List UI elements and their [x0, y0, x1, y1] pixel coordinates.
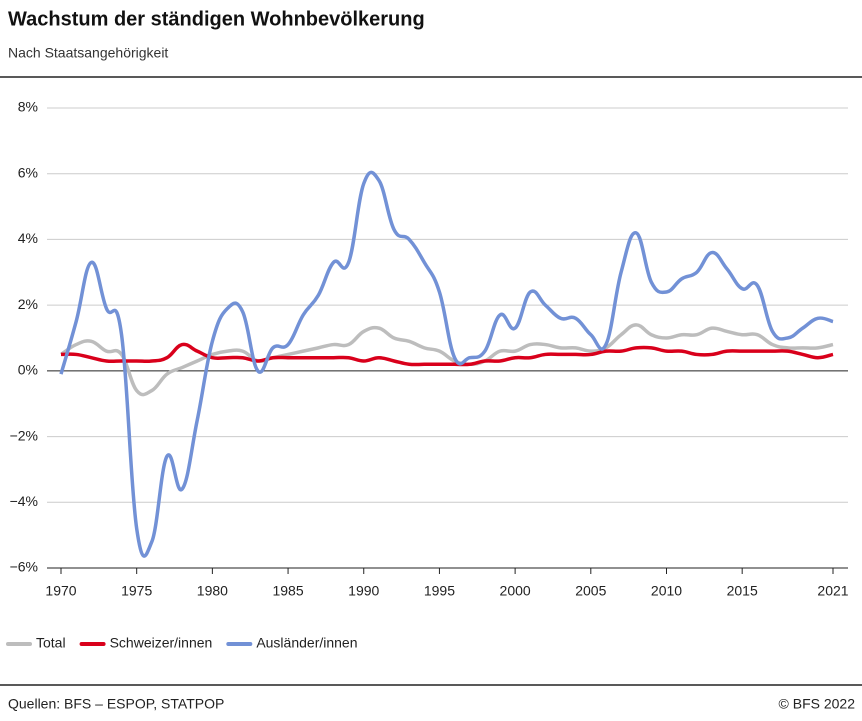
- credit: © BFS 2022: [779, 696, 856, 712]
- y-tick-label: 0%: [18, 362, 38, 378]
- x-tick-label: 1975: [121, 583, 152, 599]
- x-tick-label: 1995: [424, 583, 455, 599]
- y-tick-label: −6%: [10, 559, 38, 575]
- y-tick-label: −4%: [10, 493, 38, 509]
- x-tick-label: 2021: [817, 583, 848, 599]
- x-tick-label: 2010: [651, 583, 682, 599]
- legend-label: Total: [36, 635, 66, 651]
- x-tick-label: 1990: [348, 583, 379, 599]
- y-tick-label: 6%: [18, 164, 38, 180]
- x-tick-label: 2015: [727, 583, 758, 599]
- x-tick-label: 2000: [500, 583, 531, 599]
- x-tick-label: 1985: [272, 583, 303, 599]
- series-line: [60, 342, 834, 367]
- y-tick-label: −2%: [10, 427, 38, 443]
- chart-subtitle: Nach Staatsangehörigkeit: [8, 45, 168, 61]
- y-tick-label: 2%: [18, 296, 38, 312]
- source: Quellen: BFS – ESPOP, STATPOP: [8, 696, 224, 712]
- y-tick-label: 4%: [18, 230, 38, 246]
- legend-label: Ausländer/innen: [256, 635, 357, 651]
- y-tick-label: 8%: [18, 99, 38, 115]
- x-tick-label: 1970: [45, 583, 76, 599]
- series-line: [60, 323, 834, 397]
- x-tick-label: 2005: [575, 583, 606, 599]
- legend-label: Schweizer/innen: [110, 635, 213, 651]
- x-tick-label: 1980: [197, 583, 228, 599]
- series-line: [59, 170, 834, 558]
- chart-title: Wachstum der ständigen Wohnbevölkerung: [8, 8, 425, 30]
